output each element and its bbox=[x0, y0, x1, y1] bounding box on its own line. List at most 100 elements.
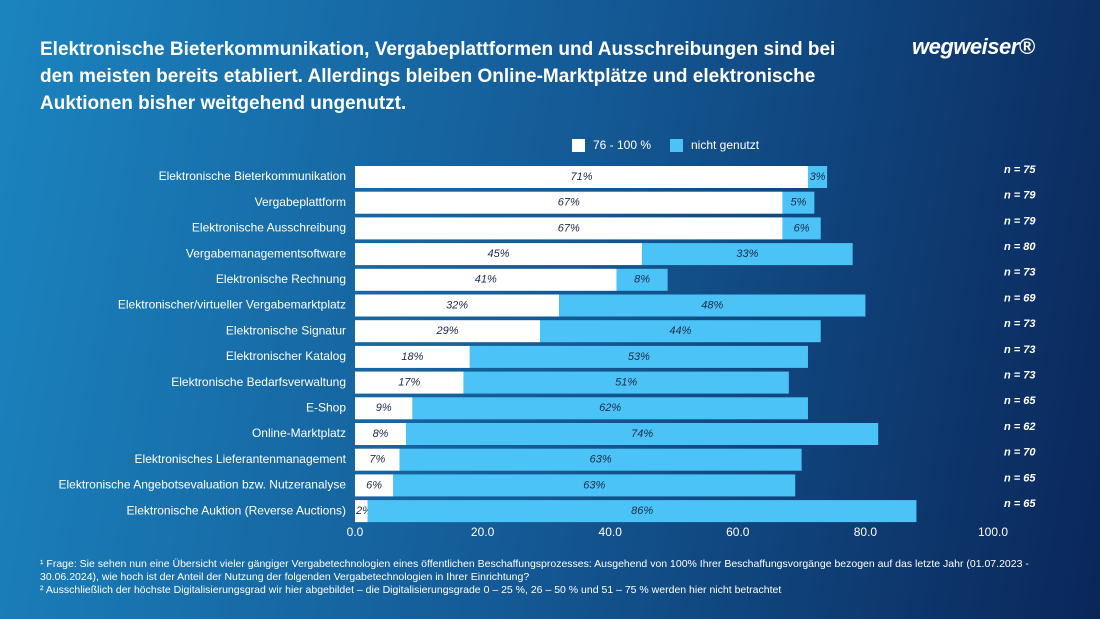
value-label: 7% bbox=[369, 454, 385, 466]
bar-segment bbox=[807, 166, 828, 188]
x-tick-label: 60.0 bbox=[726, 525, 750, 539]
value-label: 9% bbox=[376, 402, 392, 414]
n-label: n = 62 bbox=[1004, 421, 1036, 433]
bar-segment bbox=[469, 345, 808, 368]
bar-segment bbox=[355, 423, 407, 445]
n-label: n = 65 bbox=[1004, 395, 1036, 407]
value-label: 53% bbox=[628, 351, 650, 363]
category-label: E-Shop bbox=[306, 400, 346, 414]
value-label: 74% bbox=[631, 428, 653, 440]
n-label: n = 73 bbox=[1004, 318, 1036, 330]
bar-segment bbox=[355, 474, 394, 497]
category-label: Online-Marktplatz bbox=[252, 426, 346, 440]
value-label: 5% bbox=[790, 197, 806, 209]
bar-segment bbox=[355, 500, 368, 523]
category-label: Elektronische Bedarfsverwaltung bbox=[171, 375, 346, 389]
value-label: 63% bbox=[583, 479, 605, 491]
bar-segment bbox=[355, 166, 808, 188]
n-label: n = 73 bbox=[1004, 344, 1036, 356]
category-label: Elektronische Rechnung bbox=[216, 272, 346, 286]
n-label: n = 75 bbox=[1004, 164, 1036, 176]
value-label: 6% bbox=[794, 222, 810, 234]
bar-segment bbox=[355, 320, 541, 343]
footnote: ¹ Frage: Sie sehen nun eine Übersicht vi… bbox=[40, 558, 1029, 583]
x-tick-label: 20.0 bbox=[471, 525, 495, 539]
category-label: Vergabemanagementsoftware bbox=[186, 246, 346, 260]
category-label: Vergabeplattform bbox=[255, 195, 346, 209]
bar-segment bbox=[355, 294, 560, 317]
value-label: 8% bbox=[373, 428, 389, 440]
value-label: 86% bbox=[631, 505, 653, 517]
bar-segment bbox=[399, 448, 802, 471]
bar-segment bbox=[355, 268, 617, 291]
bar-segment bbox=[355, 397, 413, 420]
bar-segment bbox=[642, 243, 853, 266]
bar-segment bbox=[782, 191, 815, 214]
value-label: 18% bbox=[401, 351, 423, 363]
category-label: Elektronischer Katalog bbox=[226, 349, 346, 363]
x-tick-label: 80.0 bbox=[854, 525, 878, 539]
bar-segment bbox=[782, 217, 821, 240]
category-label: Elektronische Signatur bbox=[226, 323, 346, 337]
value-label: 33% bbox=[736, 248, 758, 260]
legend-label: 76 - 100 % bbox=[593, 138, 651, 152]
x-tick-label: 100.0 bbox=[978, 525, 1008, 539]
value-label: 63% bbox=[590, 454, 612, 466]
bar-segment bbox=[367, 500, 917, 523]
value-label: 29% bbox=[435, 325, 458, 337]
footnote: ² Ausschließlich der höchste Digitalisie… bbox=[40, 584, 782, 596]
value-label: 2% bbox=[355, 505, 372, 517]
bar-segment bbox=[412, 397, 808, 420]
value-label: 48% bbox=[701, 299, 723, 311]
legend-swatch bbox=[670, 139, 683, 152]
n-label: n = 79 bbox=[1004, 190, 1036, 202]
value-label: 32% bbox=[446, 299, 468, 311]
n-label: n = 73 bbox=[1004, 370, 1036, 382]
value-label: 51% bbox=[615, 377, 637, 389]
value-label: 41% bbox=[475, 274, 497, 286]
x-tick-label: 0.0 bbox=[347, 525, 364, 539]
value-label: 67% bbox=[558, 197, 580, 209]
category-label: Elektronische Bieterkommunikation bbox=[159, 169, 346, 183]
bar-segment bbox=[355, 217, 783, 240]
bar-segment bbox=[463, 371, 789, 394]
n-label: n = 70 bbox=[1004, 447, 1036, 459]
value-label: 6% bbox=[366, 479, 382, 491]
bar-segment bbox=[393, 474, 796, 497]
bar-segment bbox=[540, 320, 821, 343]
legend-label: nicht genutzt bbox=[691, 138, 760, 152]
n-label: n = 79 bbox=[1004, 215, 1036, 227]
logo: wegweiser® bbox=[912, 34, 1035, 59]
value-label: 67% bbox=[558, 222, 580, 234]
value-label: 62% bbox=[599, 402, 621, 414]
value-label: 8% bbox=[634, 274, 650, 286]
bar-segment bbox=[355, 191, 783, 214]
bar-segment bbox=[406, 423, 879, 445]
bar-segment bbox=[355, 243, 643, 266]
category-label: Elektronische Auktion (Reverse Auctions) bbox=[127, 503, 346, 517]
value-label: 44% bbox=[669, 325, 691, 337]
n-label: n = 65 bbox=[1004, 472, 1036, 484]
value-label: 3% bbox=[810, 171, 826, 183]
value-label: 71% bbox=[570, 171, 592, 183]
legend-swatch bbox=[572, 139, 585, 152]
n-label: n = 80 bbox=[1004, 241, 1036, 253]
n-label: n = 65 bbox=[1004, 498, 1036, 510]
footnotes: ¹ Frage: Sie sehen nun eine Übersicht vi… bbox=[40, 558, 1050, 597]
bar-segment bbox=[616, 268, 668, 291]
bar-segment bbox=[355, 448, 400, 471]
category-label: Elektronischer/virtueller Vergabemarktpl… bbox=[118, 298, 346, 312]
category-label: Elektronisches Lieferantenmanagement bbox=[135, 452, 347, 466]
category-label: Elektronische Ausschreibung bbox=[192, 221, 346, 235]
chart-title: Elektronische Bieterkommunikation, Verga… bbox=[40, 39, 836, 114]
value-label: 45% bbox=[488, 248, 510, 260]
category-label: Elektronische Angebotsevaluation bzw. Nu… bbox=[58, 478, 346, 492]
bar-segment bbox=[355, 345, 470, 368]
n-label: n = 73 bbox=[1004, 267, 1036, 279]
bar-segment bbox=[559, 294, 866, 317]
bar-segment bbox=[355, 371, 464, 394]
value-label: 17% bbox=[398, 377, 420, 389]
n-label: n = 69 bbox=[1004, 292, 1036, 304]
